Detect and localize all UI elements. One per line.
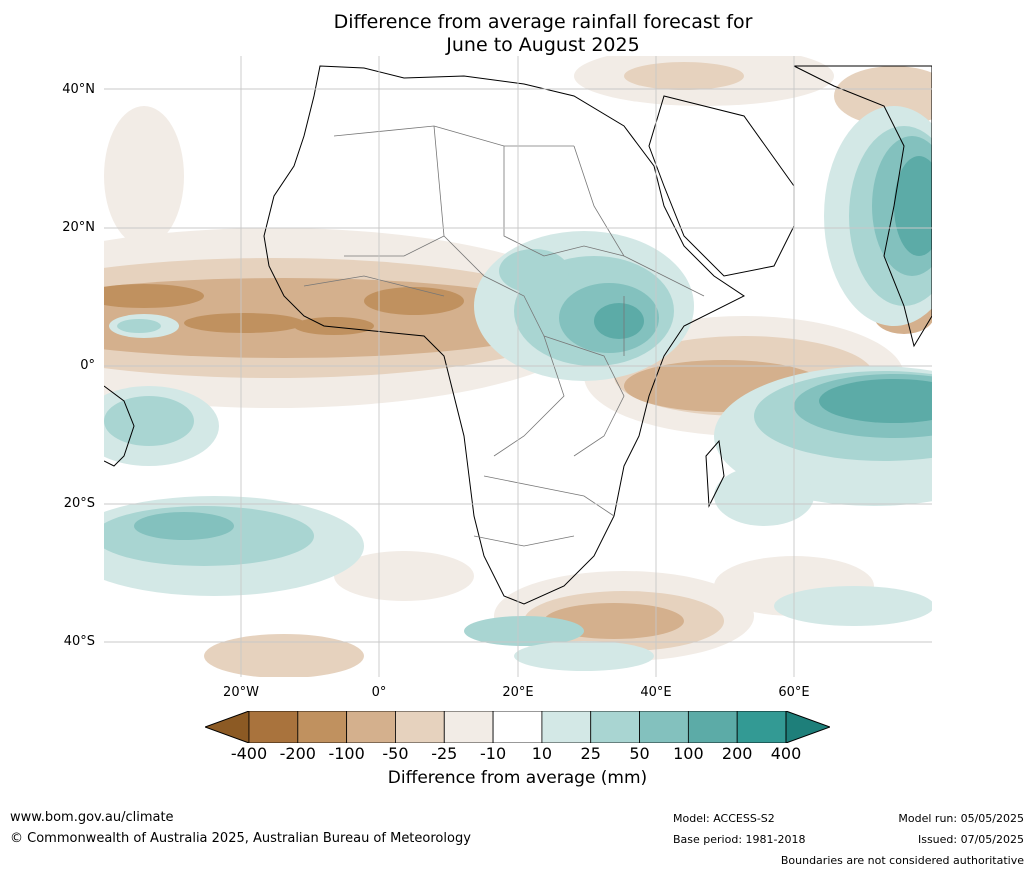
lon-label-20w: 20°W xyxy=(223,685,259,700)
colorbar-swatch-min xyxy=(203,710,250,744)
issued-text: Issued: 07/05/2025 xyxy=(917,833,1024,846)
model-run-text: Model run: 05/05/2025 xyxy=(898,812,1024,825)
colorbar-swatch xyxy=(736,710,787,744)
map-title-line-1: Difference from average rainfall forecas… xyxy=(333,11,753,33)
colorbar-tick-label: -50 xyxy=(382,744,409,763)
colorbar xyxy=(203,710,832,744)
colorbar-tick-label: 10 xyxy=(531,744,553,763)
colorbar-tick-label: -100 xyxy=(328,744,365,763)
colorbar-tick-label: -25 xyxy=(431,744,458,763)
lon-label-0: 0° xyxy=(371,685,387,700)
model-text: Model: ACCESS-S2 xyxy=(673,812,775,825)
colorbar-swatch xyxy=(639,710,689,744)
rainfall-map xyxy=(104,56,932,677)
colorbar-tick-label: 200 xyxy=(721,744,753,763)
colorbar-swatch xyxy=(443,710,494,744)
country-boundaries xyxy=(303,125,705,547)
colorbar-swatch xyxy=(492,710,543,744)
colorbar-tick-label: 50 xyxy=(629,744,650,763)
website-text: www.bom.gov.au/climate xyxy=(10,810,174,825)
lat-label-40n: 40°N xyxy=(62,82,95,97)
lat-label-20n: 20°N xyxy=(62,220,95,235)
colorbar-swatches xyxy=(203,710,832,744)
dry-anomaly-regions xyxy=(104,56,932,677)
colorbar-tick-label: -400 xyxy=(230,744,268,763)
colorbar-swatch xyxy=(297,710,348,744)
lat-label-equator: 0° xyxy=(80,358,95,373)
rainfall-anomaly-map xyxy=(104,56,932,677)
lon-label-20e: 20°E xyxy=(502,685,534,700)
colorbar-swatch xyxy=(395,710,445,744)
colorbar-tick-label: 400 xyxy=(770,744,802,763)
colorbar-swatch xyxy=(541,710,592,744)
wet-anomaly-regions xyxy=(104,106,932,671)
lat-label-20s: 20°S xyxy=(63,496,95,511)
lon-label-60e: 60°E xyxy=(778,685,810,700)
colorbar-label: Difference from average (mm) xyxy=(387,768,648,788)
colorbar-tick-label: -10 xyxy=(480,744,507,763)
colorbar-tick-label: -200 xyxy=(279,744,316,763)
graticule xyxy=(104,56,932,677)
map-title-line-2: June to August 2025 xyxy=(446,34,640,56)
colorbar-swatch xyxy=(590,710,640,744)
coastline-outline xyxy=(104,65,932,605)
colorbar-swatch xyxy=(687,710,738,744)
base-period-text: Base period: 1981-2018 xyxy=(673,833,806,846)
copyright-text: © Commonwealth of Australia 2025, Austra… xyxy=(10,831,471,846)
disclaimer-text: Boundaries are not considered authoritat… xyxy=(780,854,1024,867)
colorbar-swatch xyxy=(346,710,396,744)
colorbar-swatch-max xyxy=(785,710,832,744)
lon-label-40e: 40°E xyxy=(640,685,672,700)
colorbar-tick-label: 100 xyxy=(673,744,704,763)
lat-label-40s: 40°S xyxy=(63,634,95,649)
colorbar-tick-label: 25 xyxy=(580,744,601,763)
colorbar-swatch xyxy=(248,710,299,744)
